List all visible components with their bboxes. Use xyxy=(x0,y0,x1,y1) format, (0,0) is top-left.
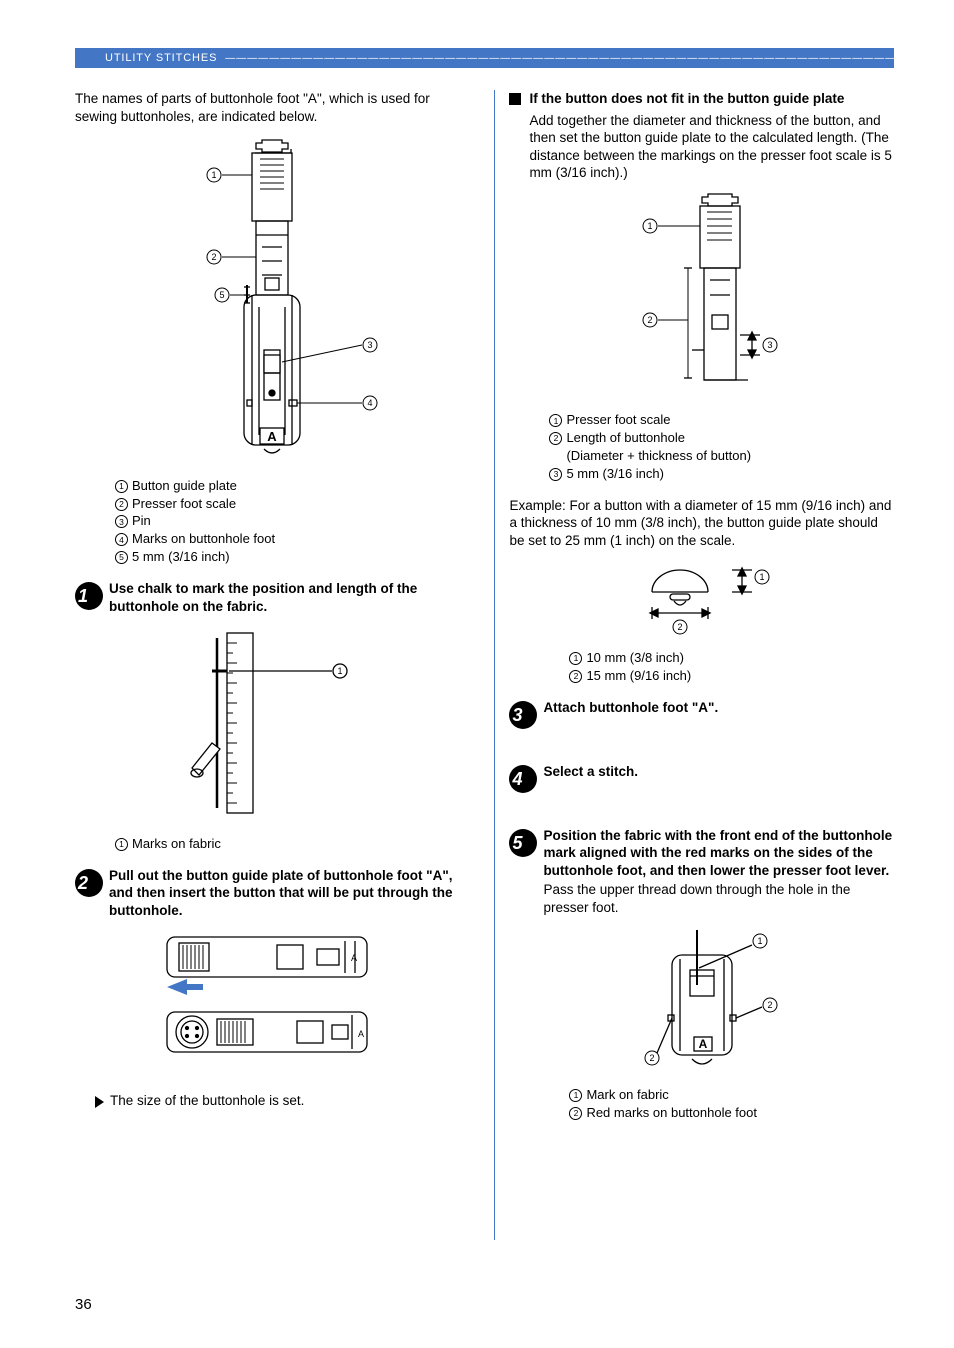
figR2-callout-list: 110 mm (3/8 inch) 215 mm (9/16 inch) xyxy=(569,650,894,685)
svg-text:A: A xyxy=(351,953,357,963)
step-1-text: Use chalk to mark the position and lengt… xyxy=(109,580,460,615)
intro-text: The names of parts of buttonhole foot "A… xyxy=(75,90,460,125)
step-marker-1 xyxy=(75,582,103,610)
svg-text:4: 4 xyxy=(368,398,373,408)
step-5: Position the fabric with the front end o… xyxy=(509,827,894,917)
svg-text:3: 3 xyxy=(368,340,373,350)
column-divider xyxy=(494,90,496,1240)
figure-chalk-marks: 1 xyxy=(75,623,460,828)
step-1: Use chalk to mark the position and lengt… xyxy=(75,580,460,615)
figure-insert-button: A xyxy=(75,927,460,1082)
svg-text:2: 2 xyxy=(767,1000,772,1010)
step-2: Pull out the button guide plate of butto… xyxy=(75,867,460,920)
step-5-body: Pass the upper thread down through the h… xyxy=(543,881,894,916)
step-4-text: Select a stitch. xyxy=(543,763,638,781)
right-column: If the button does not fit in the button… xyxy=(509,90,894,1240)
svg-text:2: 2 xyxy=(212,252,217,262)
figure-align-fabric: A 1 2 2 xyxy=(509,925,894,1080)
figure-buttonhole-foot-a: A 1 2 5 3 4 xyxy=(75,135,460,470)
step-2-result: The size of the buttonhole is set. xyxy=(95,1092,460,1110)
svg-text:A: A xyxy=(698,1037,707,1051)
step-4: Select a stitch. xyxy=(509,763,894,793)
sub-heading: If the button does not fit in the button… xyxy=(509,90,894,108)
svg-text:1: 1 xyxy=(757,936,762,946)
fig2-callout-list: 1Marks on fabric xyxy=(115,836,460,853)
step-3-text: Attach buttonhole foot "A". xyxy=(543,699,718,717)
sub-body: Add together the diameter and thickness … xyxy=(529,112,894,182)
svg-text:2: 2 xyxy=(649,1053,654,1063)
square-bullet-icon xyxy=(509,93,521,105)
svg-text:2: 2 xyxy=(647,315,652,325)
svg-text:2: 2 xyxy=(677,622,682,632)
section-header: UTILITY STITCHES ———————————————————————… xyxy=(75,48,894,68)
step-2-text: Pull out the button guide plate of butto… xyxy=(109,867,460,920)
figure-scale-length: 1 2 3 xyxy=(509,190,894,405)
svg-text:1: 1 xyxy=(212,170,217,180)
svg-text:3: 3 xyxy=(767,340,772,350)
svg-text:1: 1 xyxy=(647,221,652,231)
figR1-callout-list: 1Presser foot scale 2Length of buttonhol… xyxy=(549,412,894,483)
svg-text:5: 5 xyxy=(220,290,225,300)
step-5-text: Position the fabric with the front end o… xyxy=(543,827,894,880)
result-triangle-icon xyxy=(95,1096,104,1108)
figure-button-measurement: 1 2 xyxy=(509,557,894,642)
svg-text:A: A xyxy=(358,1029,364,1039)
step-marker-4 xyxy=(509,765,537,793)
header-rule: ————————————————————————————————————————… xyxy=(225,52,894,65)
step-3: Attach buttonhole foot "A". xyxy=(509,699,894,729)
page-number: 36 xyxy=(75,1295,92,1315)
svg-text:A: A xyxy=(268,429,278,444)
figR3-callout-list: 1Mark on fabric 2Red marks on buttonhole… xyxy=(569,1087,894,1122)
step-marker-5 xyxy=(509,829,537,857)
left-column: The names of parts of buttonhole foot "A… xyxy=(75,90,460,1240)
svg-text:1: 1 xyxy=(338,666,343,676)
section-title: UTILITY STITCHES xyxy=(105,51,217,65)
example-text: Example: For a button with a diameter of… xyxy=(509,497,894,550)
step-marker-3 xyxy=(509,701,537,729)
svg-text:1: 1 xyxy=(759,572,764,582)
step-marker-2 xyxy=(75,869,103,897)
fig1-callout-list: 1Button guide plate 2Presser foot scale … xyxy=(115,478,460,566)
